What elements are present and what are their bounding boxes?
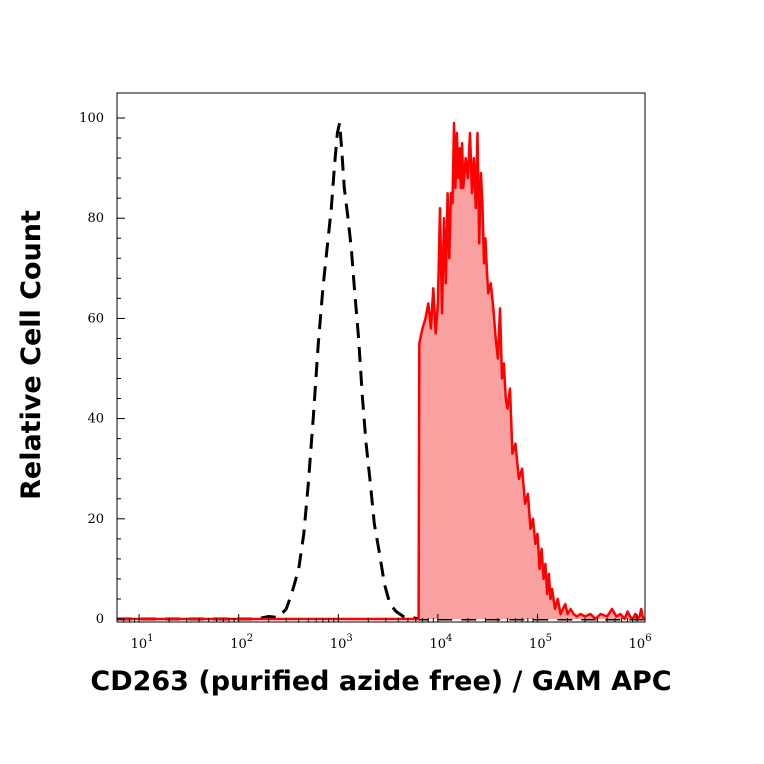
series-area-outline [117, 121, 645, 621]
plot-frame [116, 92, 646, 623]
x-axis-title: CD263 (purified azide free) / GAM APC [90, 666, 671, 697]
x-tick-label: 102 [230, 633, 253, 652]
y-tick-label: 20 [87, 512, 104, 527]
axes: 0 20 40 60 80 100 101 102 103 104 105 106 [79, 111, 651, 652]
series-area-fill [117, 123, 645, 619]
y-tick-label: 80 [87, 211, 104, 226]
x-tick-label: 103 [330, 633, 353, 652]
x-tick-label: 101 [131, 633, 154, 652]
x-tick-label: 104 [429, 633, 452, 652]
y-tick-label: 100 [79, 111, 104, 126]
y-tick-label: 60 [87, 311, 104, 326]
y-tick-label: 40 [87, 412, 104, 427]
x-tick-label: 105 [529, 633, 552, 652]
series-dashed-line [117, 121, 645, 621]
y-axis-title: Relative Cell Count [16, 210, 47, 500]
y-tick-label: 0 [96, 612, 104, 627]
x-tick-label: 106 [629, 633, 652, 652]
plot-area [117, 121, 645, 621]
